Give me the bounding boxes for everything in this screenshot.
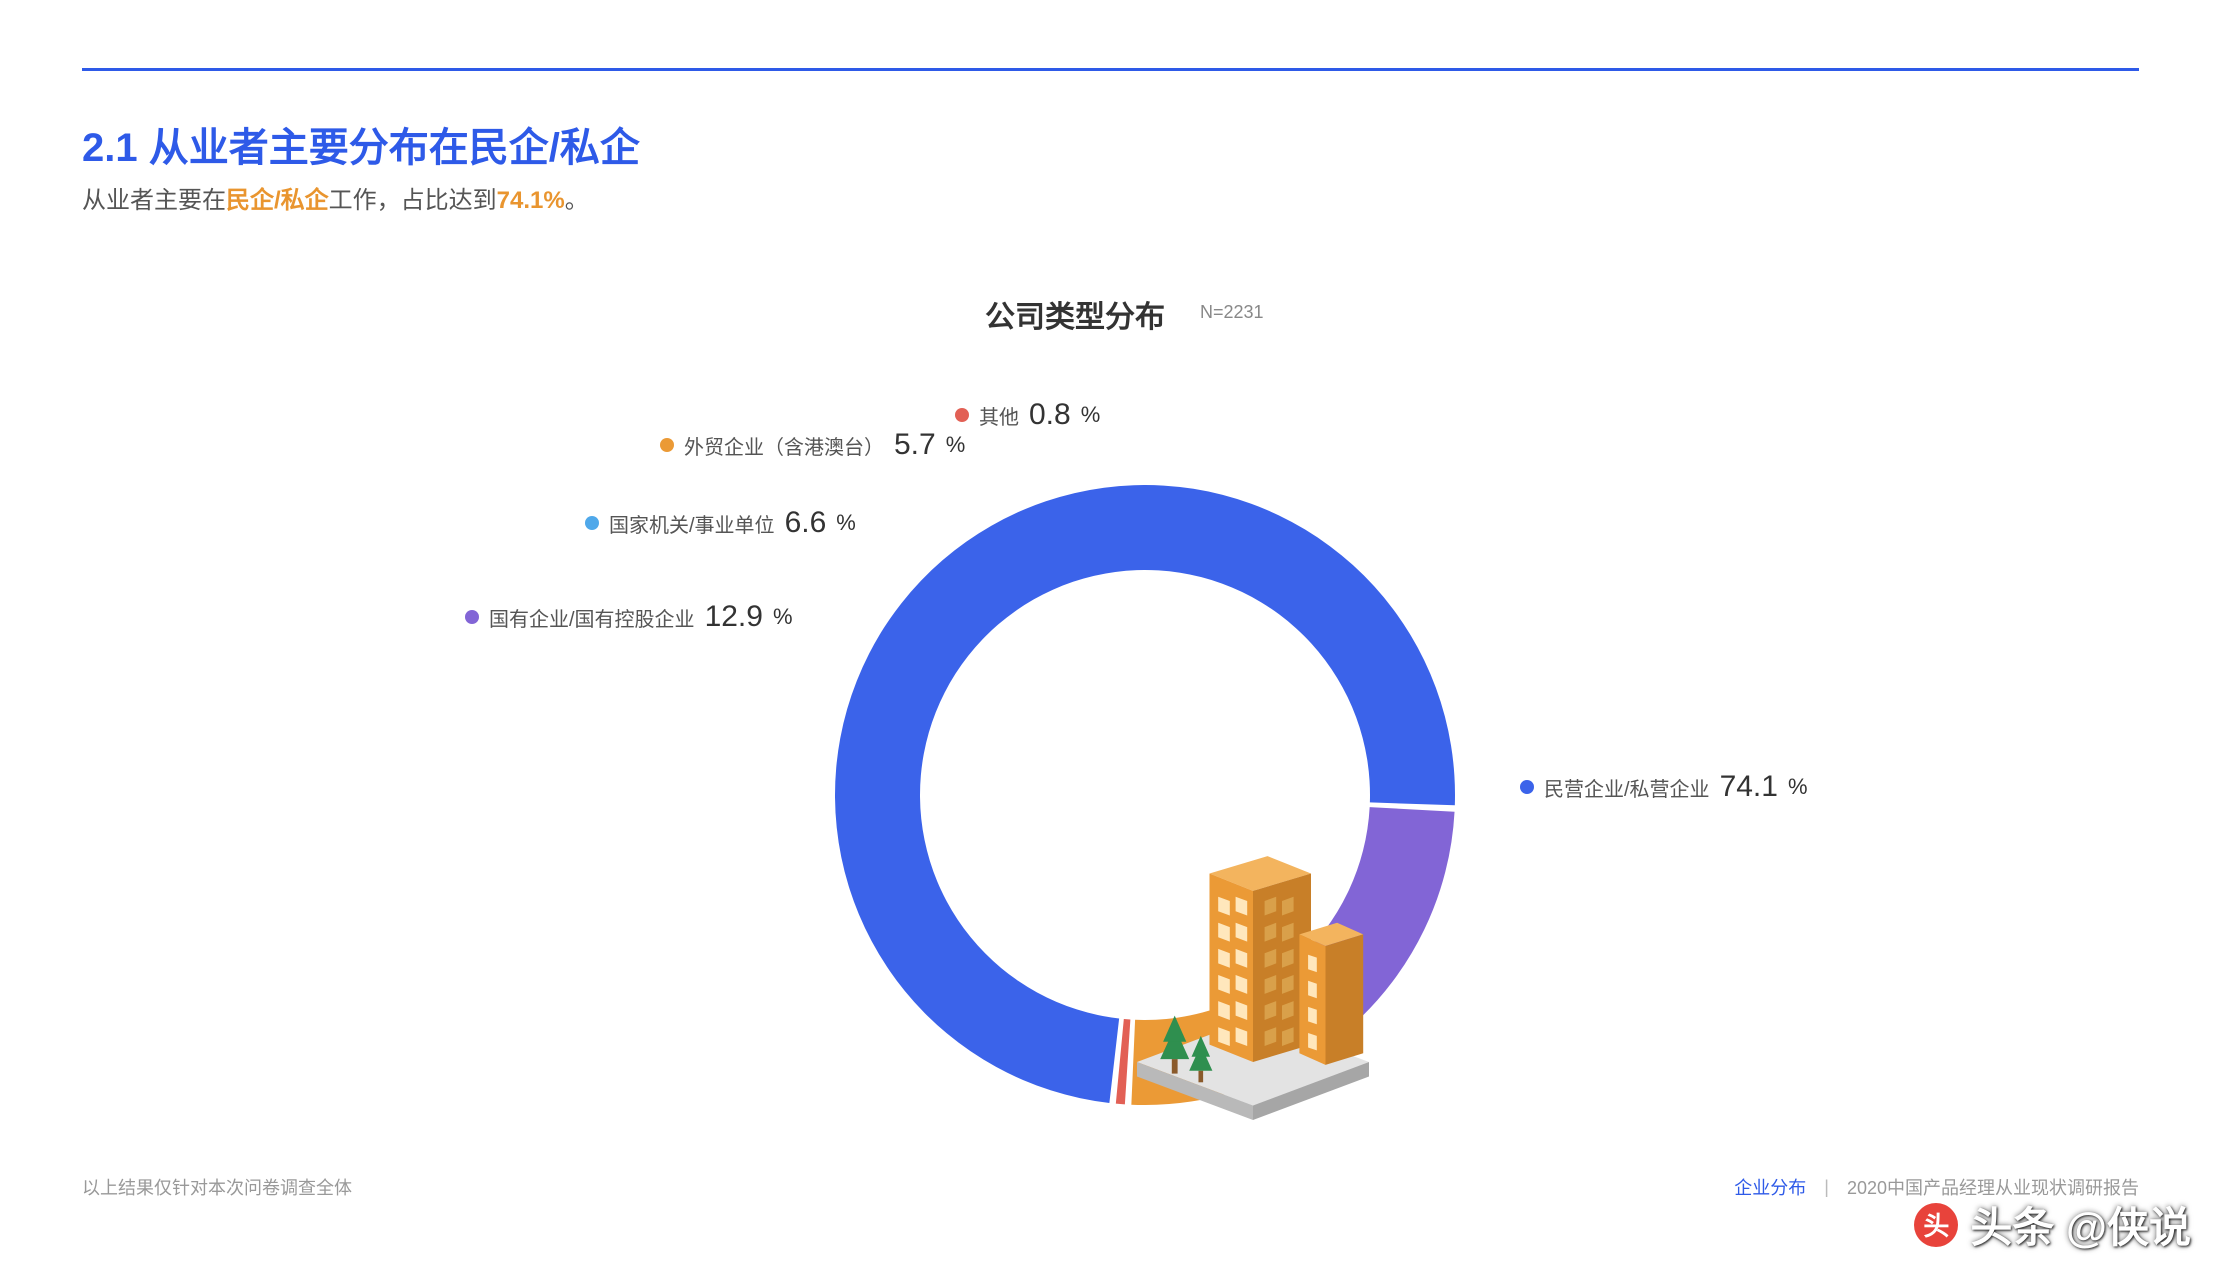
slice-label: 其他 0.8% (955, 398, 1100, 432)
section-subheading: 从业者主要在民企/私企工作，占比达到74.1%。 (82, 180, 589, 215)
building-icon (1108, 830, 1398, 1120)
slice-label: 外贸企业（含港澳台） 5.7% (660, 428, 965, 462)
slice-label: 国有企业/国有控股企业 12.9% (465, 600, 793, 634)
subheading-suffix: 。 (565, 187, 589, 214)
toutiao-logo-icon: 头 (1914, 1203, 1958, 1247)
legend-dot-icon (465, 610, 479, 624)
slice-label: 国家机关/事业单位 6.6% (585, 506, 856, 540)
percent-sign: % (836, 510, 856, 536)
subheading-highlight-2: 74.1% (497, 187, 565, 214)
percent-sign: % (1081, 402, 1101, 428)
section-heading: 2.1 从业者主要分布在民企/私企 (82, 115, 640, 173)
slice-label: 民营企业/私营企业 74.1% (1520, 770, 1808, 804)
slice-name: 国家机关/事业单位 (609, 509, 775, 538)
slice-name: 其他 (979, 401, 1019, 430)
slice-value: 12.9 (705, 600, 763, 634)
slice-name: 外贸企业（含港澳台） (684, 431, 884, 460)
percent-sign: % (946, 432, 966, 458)
subheading-prefix: 从业者主要在 (82, 187, 226, 214)
legend-dot-icon (660, 438, 674, 452)
footer-note: 以上结果仅针对本次问卷调查全体 (82, 1174, 352, 1200)
chart-sample-size: N=2231 (1200, 302, 1264, 323)
slice-value: 5.7 (894, 428, 936, 462)
top-divider (82, 68, 2139, 71)
slice-value: 74.1 (1720, 770, 1778, 804)
subheading-highlight-1: 民企/私企 (226, 187, 329, 214)
percent-sign: % (1788, 774, 1808, 800)
watermark-text: 头条 @侠说 (1970, 1194, 2191, 1255)
watermark: 头 头条 @侠说 (1914, 1194, 2191, 1255)
chart-title: 公司类型分布 (985, 292, 1165, 336)
legend-dot-icon (585, 516, 599, 530)
slice-value: 0.8 (1029, 398, 1071, 432)
legend-dot-icon (1520, 780, 1534, 794)
slice-name: 国有企业/国有控股企业 (489, 603, 695, 632)
footer-separator: | (1824, 1177, 1829, 1198)
slice-name: 民营企业/私营企业 (1544, 773, 1710, 802)
subheading-mid: 工作，占比达到 (329, 187, 497, 214)
slice-value: 6.6 (785, 506, 827, 540)
legend-dot-icon (955, 408, 969, 422)
footer-category: 企业分布 (1734, 1174, 1806, 1200)
percent-sign: % (773, 604, 793, 630)
